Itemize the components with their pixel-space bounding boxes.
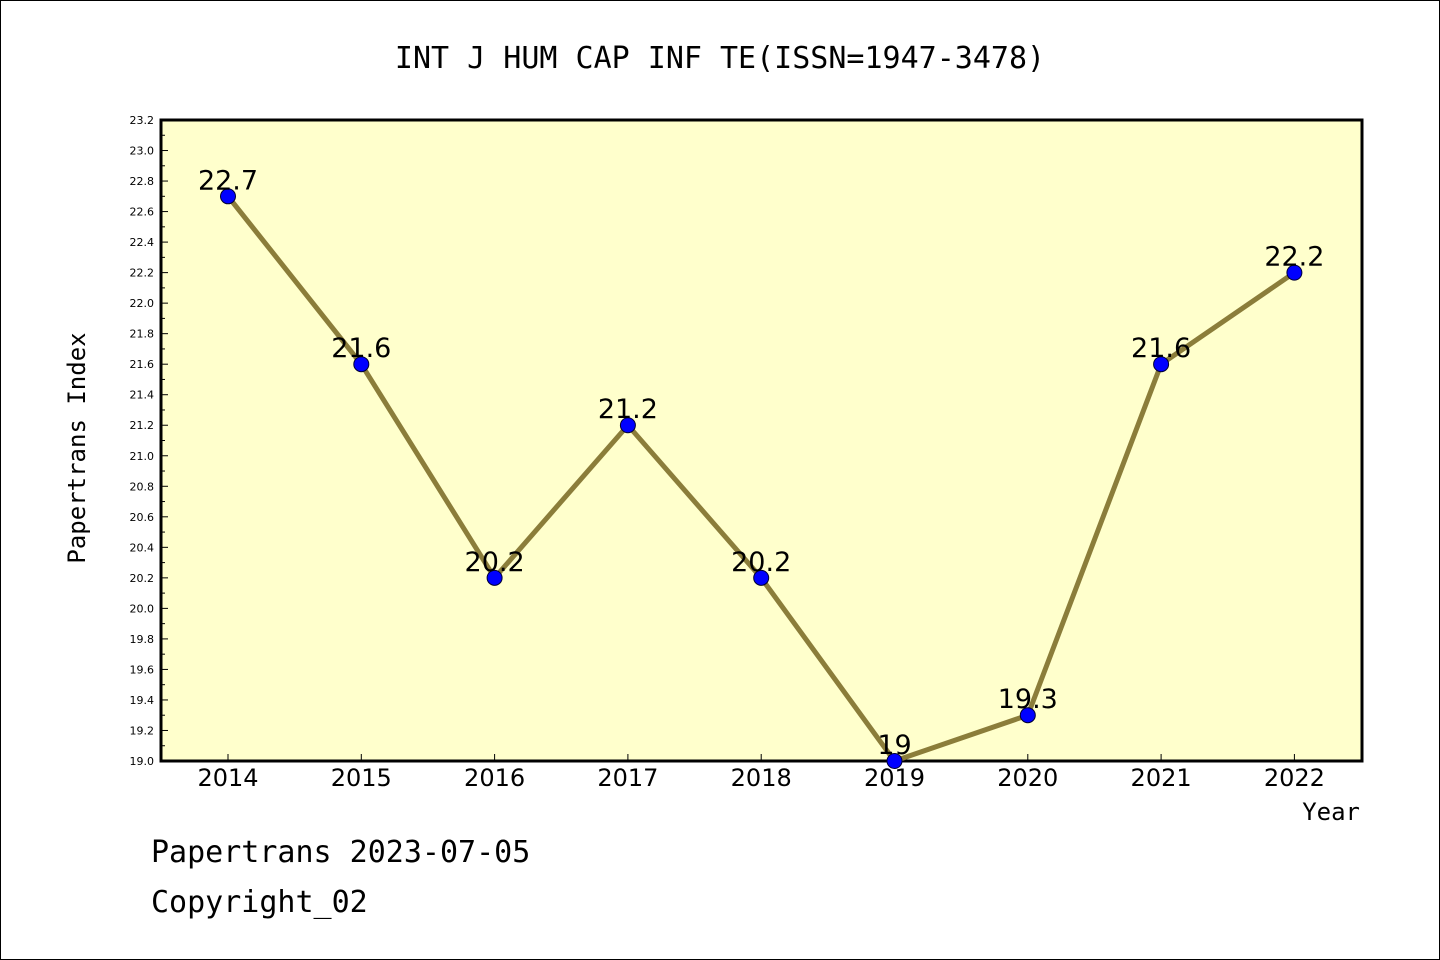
data-labels: 22.7 21.6 20.2 21.2 20.2 19 19.3 21.6 22.2 xyxy=(198,165,1325,761)
data-label: 20.2 xyxy=(731,547,791,578)
y-tick-label: 23.2 xyxy=(130,114,155,127)
y-tick-label: 19.4 xyxy=(130,694,155,707)
data-point xyxy=(619,417,636,434)
y-tick-label: 20.8 xyxy=(130,480,155,493)
x-axis: 2014 2015 2016 2017 2018 2019 2020 2021 2022 xyxy=(197,754,1325,792)
data-point xyxy=(886,753,903,769)
y-tick-label: 21.6 xyxy=(130,358,155,371)
x-axis-title: Year xyxy=(1302,798,1360,826)
data-label: 19.3 xyxy=(998,684,1058,715)
data-markers xyxy=(220,188,1303,769)
data-point xyxy=(1019,707,1036,724)
y-tick-label: 22.6 xyxy=(130,206,155,219)
y-tick-label: 20.2 xyxy=(130,572,155,585)
data-label: 22.7 xyxy=(198,165,258,196)
y-axis-title: Papertrans Index xyxy=(63,332,91,563)
y-tick-label: 21.4 xyxy=(130,389,155,402)
data-point xyxy=(1153,356,1170,373)
y-tick-label: 22.2 xyxy=(130,267,155,280)
x-tick-label: 2017 xyxy=(597,764,658,792)
data-label: 19 xyxy=(877,730,911,761)
y-tick-label: 21.0 xyxy=(130,450,155,463)
x-tick-label: 2018 xyxy=(731,764,792,792)
x-tick-label: 2020 xyxy=(997,764,1058,792)
data-point xyxy=(753,569,770,586)
y-tick-label: 19.2 xyxy=(130,724,155,737)
y-tick-label: 22.8 xyxy=(130,175,155,188)
y-tick-label: 22.0 xyxy=(130,297,155,310)
y-tick-label: 21.2 xyxy=(130,419,155,432)
plot-area xyxy=(159,118,1364,763)
y-tick-label: 23.0 xyxy=(130,145,155,158)
chart-title: INT J HUM CAP INF TE(ISSN=1947-3478) xyxy=(395,41,1045,76)
data-point xyxy=(486,569,503,586)
data-label: 21.2 xyxy=(598,394,658,425)
x-tick-label: 2021 xyxy=(1131,764,1192,792)
y-tick-label: 20.4 xyxy=(130,541,155,554)
y-tick-label: 19.6 xyxy=(130,663,155,676)
x-tick-label: 2022 xyxy=(1264,764,1325,792)
y-tick-label: 20.6 xyxy=(130,511,155,524)
y-tick-label: 19.8 xyxy=(130,633,155,646)
y-tick-label: 19.0 xyxy=(130,755,155,768)
x-tick-label: 2014 xyxy=(197,764,258,792)
y-tick-label: 20.0 xyxy=(130,602,155,615)
y-tick-label: 22.4 xyxy=(130,236,155,249)
data-label: 21.6 xyxy=(331,333,391,364)
data-point xyxy=(353,356,370,373)
footer-copyright: Copyright_02 xyxy=(151,885,368,920)
y-axis: 19.0 19.2 19.4 19.6 19.8 20.0 20.2 20.4 20.6 20.8… xyxy=(130,114,168,768)
data-label: 21.6 xyxy=(1131,333,1191,364)
data-point xyxy=(1286,264,1303,281)
data-label: 20.2 xyxy=(465,547,525,578)
data-label: 22.2 xyxy=(1264,242,1324,273)
x-tick-label: 2015 xyxy=(331,764,392,792)
y-tick-label: 21.8 xyxy=(130,328,155,341)
footer-date: Papertrans 2023-07-05 xyxy=(151,835,531,870)
data-point xyxy=(220,188,236,205)
x-tick-label: 2016 xyxy=(464,764,525,792)
